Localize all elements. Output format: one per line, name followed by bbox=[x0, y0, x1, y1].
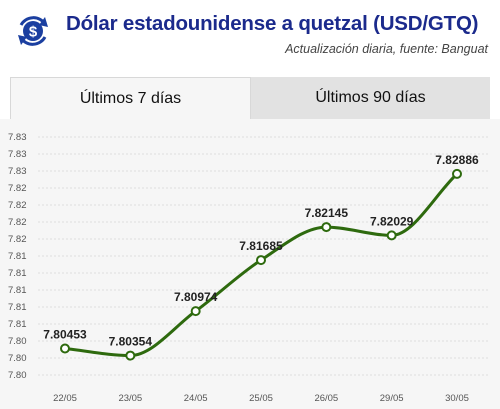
y-tick-label: 7.81 bbox=[8, 251, 27, 262]
y-tick-label: 7.81 bbox=[8, 302, 27, 313]
y-tick-label: 7.81 bbox=[8, 319, 27, 330]
data-point bbox=[190, 306, 201, 317]
y-tick-label: 7.80 bbox=[8, 370, 27, 381]
data-point bbox=[256, 255, 266, 266]
data-label: 7.80453 bbox=[43, 327, 87, 341]
x-tick-label: 30/05 bbox=[445, 393, 469, 404]
data-label: 7.82145 bbox=[305, 206, 349, 220]
x-tick-label: 25/05 bbox=[249, 393, 273, 404]
svg-text:$: $ bbox=[29, 24, 38, 41]
data-point bbox=[60, 343, 70, 354]
tab-last-90-days[interactable]: Últimos 90 días bbox=[251, 77, 490, 119]
page-title: Dólar estadounidense a quetzal (USD/GTQ) bbox=[66, 12, 479, 35]
data-point bbox=[125, 350, 136, 361]
y-tick-label: 7.80 bbox=[8, 336, 27, 347]
chart-panel: 7.80 7.80 7.80 7.81 7.81 7.81 7.81 7.81 7.82 7.82… bbox=[0, 119, 500, 409]
x-tick-label: 29/05 bbox=[380, 393, 404, 404]
y-tick-label: 7.80 bbox=[8, 353, 27, 364]
period-tabs: Últimos 7 días Últimos 90 días bbox=[10, 77, 490, 119]
data-label: 7.81685 bbox=[239, 239, 283, 253]
data-label: 7.82886 bbox=[435, 153, 479, 167]
data-label: 7.82029 bbox=[370, 214, 414, 228]
source-subtitle: Actualización diaria, fuente: Banguat bbox=[285, 42, 488, 56]
data-label: 7.80974 bbox=[174, 290, 218, 304]
y-tick-label: 7.83 bbox=[8, 149, 27, 160]
data-label: 7.80354 bbox=[109, 335, 153, 349]
header: $ Dólar estadounidense a quetzal (USD/GT… bbox=[0, 0, 500, 70]
y-tick-label: 7.81 bbox=[8, 268, 27, 279]
data-point bbox=[386, 230, 397, 241]
data-point bbox=[452, 168, 462, 179]
y-tick-label: 7.81 bbox=[8, 285, 27, 296]
y-tick-label: 7.83 bbox=[8, 132, 27, 143]
y-tick-label: 7.82 bbox=[8, 234, 27, 245]
y-tick-label: 7.82 bbox=[8, 217, 27, 228]
data-point bbox=[321, 222, 332, 233]
x-tick-label: 23/05 bbox=[118, 393, 142, 404]
exchange-rate-chart: 7.80 7.80 7.80 7.81 7.81 7.81 7.81 7.81 7.82 7.82… bbox=[8, 132, 488, 404]
x-tick-label: 22/05 bbox=[53, 393, 77, 404]
y-tick-label: 7.82 bbox=[8, 200, 27, 211]
x-tick-label: 26/05 bbox=[314, 393, 338, 404]
y-tick-label: 7.82 bbox=[8, 183, 27, 194]
tab-last-7-days[interactable]: Últimos 7 días bbox=[10, 77, 251, 119]
dollar-exchange-icon: $ bbox=[18, 16, 48, 46]
y-tick-label: 7.83 bbox=[8, 166, 27, 177]
x-tick-label: 24/05 bbox=[184, 393, 208, 404]
